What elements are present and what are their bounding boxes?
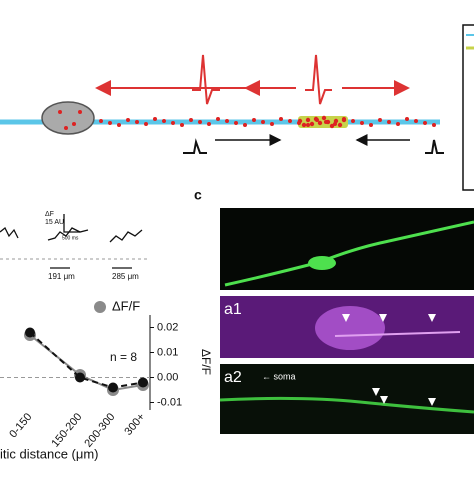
y-axis-label: ΔF/F xyxy=(199,349,213,375)
legend-label: ΔF/F xyxy=(112,298,140,313)
panel-label: c xyxy=(194,187,202,203)
x-tick-label: 300+ xyxy=(122,411,147,438)
scale-label: 15 AU xyxy=(45,219,64,226)
series-line xyxy=(29,331,144,389)
annotation: ← soma xyxy=(262,371,296,381)
x-tick-label: 200-300 xyxy=(82,411,117,450)
micrographs xyxy=(219,208,474,434)
annotation: n = 8 xyxy=(110,350,137,364)
legend-marker xyxy=(94,301,106,313)
data-point xyxy=(25,327,35,338)
data-point xyxy=(138,377,148,388)
y-tick-label: 0.00 xyxy=(157,371,178,383)
x-tick-label: 0-150 xyxy=(7,411,34,440)
panel-label: a2 xyxy=(224,369,242,386)
x-axis-label: itic distance (μm) xyxy=(0,446,99,461)
y-tick-label: -0.01 xyxy=(157,396,182,408)
diagram xyxy=(0,24,474,191)
y-tick-label: 0.02 xyxy=(157,321,178,333)
scale-label: ΔF xyxy=(45,211,54,218)
x-tick-label: 150-200 xyxy=(49,411,84,450)
panel-label: a1 xyxy=(224,301,242,318)
trace-label: 285 μm xyxy=(112,272,139,281)
trace-label: 191 μm xyxy=(48,272,75,281)
scale-label: 500 ms xyxy=(62,235,79,241)
data-point xyxy=(108,382,118,393)
y-tick-label: 0.01 xyxy=(157,346,178,358)
data-point xyxy=(75,372,85,383)
traces xyxy=(0,214,150,269)
